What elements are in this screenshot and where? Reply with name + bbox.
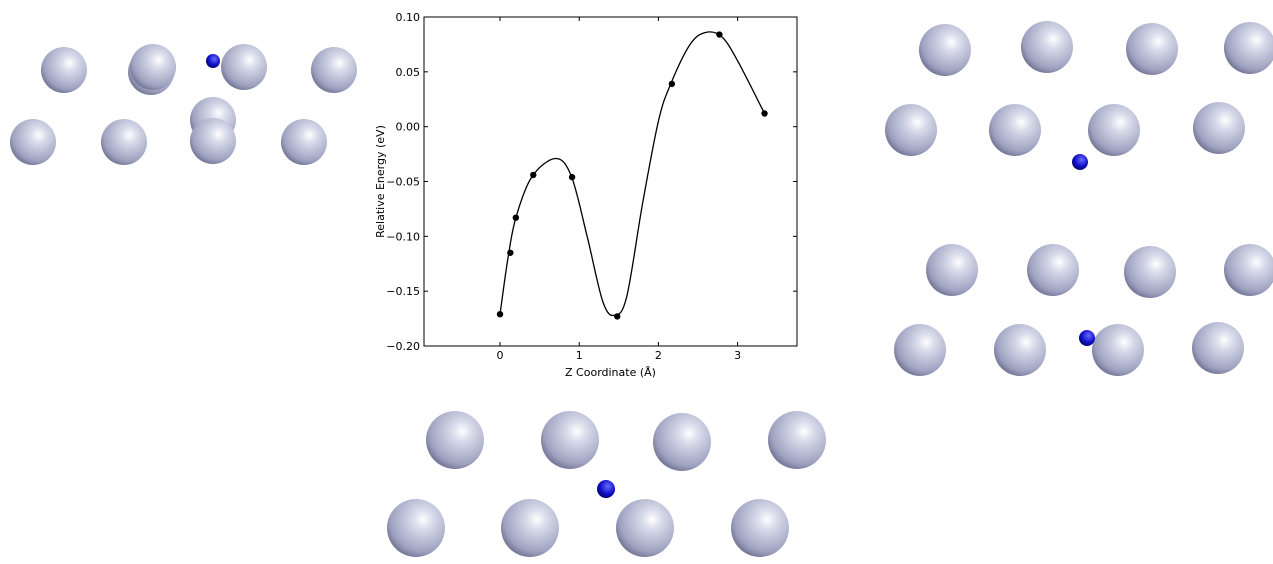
metal-atom bbox=[1088, 104, 1140, 156]
metal-atom bbox=[10, 119, 56, 165]
y-axis-label: Relative Energy (eV) bbox=[374, 125, 387, 238]
y-tick-label: −0.05 bbox=[386, 176, 420, 189]
adsorbate-atom bbox=[1079, 330, 1095, 346]
x-tick-label: 3 bbox=[734, 349, 741, 362]
adsorbate-atom bbox=[597, 480, 615, 498]
metal-atom bbox=[1126, 23, 1178, 75]
metal-atom bbox=[501, 499, 559, 557]
x-tick-label: 0 bbox=[497, 349, 504, 362]
atom-images bbox=[10, 21, 1273, 557]
metal-atom bbox=[101, 119, 147, 165]
figure: −0.20 −0.15 −0.10 −0.05 0.00 0.05 0.10 0 1 2 3 Z Co… bbox=[0, 0, 1273, 560]
y-tick-label: 0.10 bbox=[396, 11, 421, 24]
metal-atom bbox=[426, 411, 484, 469]
metal-atom bbox=[130, 44, 176, 90]
page: {"chart_data":{"type":"scatter", "xlabel… bbox=[0, 0, 1273, 564]
adsorbate-atom bbox=[206, 54, 220, 68]
metal-atom bbox=[1224, 244, 1273, 296]
metal-atom bbox=[41, 47, 87, 93]
y-tick-label: −0.15 bbox=[386, 285, 420, 298]
metal-atom bbox=[387, 499, 445, 557]
metal-atom bbox=[311, 47, 357, 93]
metal-atom bbox=[1193, 102, 1245, 154]
metal-atom bbox=[1021, 21, 1073, 73]
metal-atom bbox=[541, 411, 599, 469]
metal-atom bbox=[919, 24, 971, 76]
metal-atom bbox=[653, 413, 711, 471]
x-tick-label: 2 bbox=[655, 349, 662, 362]
y-tick-label: −0.10 bbox=[386, 230, 420, 243]
metal-atom bbox=[1124, 246, 1176, 298]
metal-atom bbox=[894, 324, 946, 376]
metal-atom bbox=[1192, 322, 1244, 374]
y-tick-label: 0.05 bbox=[396, 66, 421, 79]
x-tick-label: 1 bbox=[576, 349, 583, 362]
metal-atom bbox=[281, 119, 327, 165]
metal-atom bbox=[994, 324, 1046, 376]
metal-atom bbox=[190, 118, 236, 164]
y-tick-label: −0.20 bbox=[386, 340, 420, 353]
adsorbate-atom bbox=[1072, 154, 1088, 170]
x-axis-label: Z Coordinate (Å) bbox=[565, 366, 656, 379]
metal-atom bbox=[989, 104, 1041, 156]
metal-atom bbox=[885, 104, 937, 156]
metal-atom bbox=[768, 411, 826, 469]
metal-atom bbox=[1224, 22, 1273, 74]
metal-atom bbox=[926, 244, 978, 296]
fit-curve bbox=[500, 32, 765, 316]
metal-atom bbox=[1027, 244, 1079, 296]
metal-atom bbox=[221, 44, 267, 90]
metal-atom bbox=[616, 499, 674, 557]
metal-atom bbox=[731, 499, 789, 557]
y-tick-label: 0.00 bbox=[396, 121, 421, 134]
metal-atom bbox=[1092, 324, 1144, 376]
plot: −0.20 −0.15 −0.10 −0.05 0.00 0.05 0.10 0 1 2 3 Z Co… bbox=[374, 11, 797, 379]
